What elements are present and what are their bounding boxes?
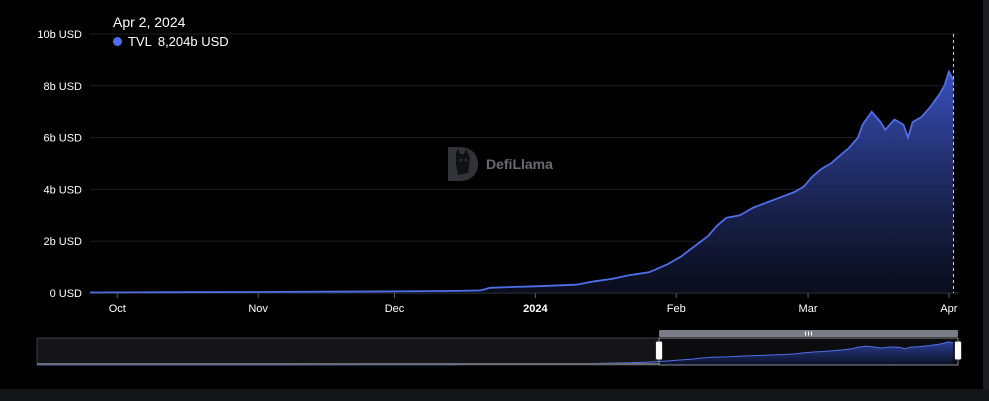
y-tick-label: 0 USD (50, 288, 82, 300)
tooltip-value: 8,204b USD (157, 34, 229, 49)
x-axis-tick-labels: Oct Nov Dec 2024 Feb Mar Apr (109, 293, 958, 315)
tooltip-date: Apr 2, 2024 (113, 14, 186, 30)
panel-right-border (983, 0, 989, 401)
tvl-series-area (90, 71, 954, 293)
x-tick-label: Mar (799, 303, 818, 315)
y-tick-label: 8b USD (43, 81, 82, 93)
grip-icon (808, 331, 810, 336)
tooltip-series-name: TVL (128, 34, 152, 49)
range-brush[interactable] (36, 330, 962, 366)
brush-mini-area (37, 341, 954, 365)
y-tick-label: 2b USD (43, 236, 82, 248)
defillama-logo-icon (448, 147, 478, 181)
panel-bottom-strip (0, 389, 989, 401)
x-tick-label: Feb (667, 303, 686, 315)
brush-unselected-left (37, 338, 660, 365)
brush-baseline (37, 363, 660, 365)
watermark: DefiLlama (446, 145, 553, 183)
brush-handle-left[interactable] (655, 340, 664, 361)
grip-icon (805, 331, 807, 336)
y-tick-label: 6b USD (43, 133, 82, 145)
x-tick-label: Apr (940, 303, 957, 315)
y-tick-label: 4b USD (43, 184, 82, 196)
x-tick-label: Nov (248, 303, 268, 315)
chart-tooltip: Apr 2, 2024 TVL 8,204b USD (113, 14, 229, 49)
x-tick-label: 2024 (523, 303, 548, 315)
watermark-text: DefiLlama (486, 156, 553, 172)
grip-icon (811, 331, 813, 336)
x-tick-label: Oct (109, 303, 126, 315)
y-tick-label: 10b USD (37, 29, 82, 41)
series-dot-icon (113, 37, 122, 46)
x-tick-label: Dec (385, 303, 405, 315)
tvl-series-line (89, 69, 955, 294)
brush-handle-right[interactable] (954, 340, 962, 361)
y-axis-tick-labels: 0 USD 2b USD 4b USD 6b USD 8b USD 10b USD (37, 29, 82, 300)
tooltip-row: TVL 8,204b USD (113, 34, 229, 49)
